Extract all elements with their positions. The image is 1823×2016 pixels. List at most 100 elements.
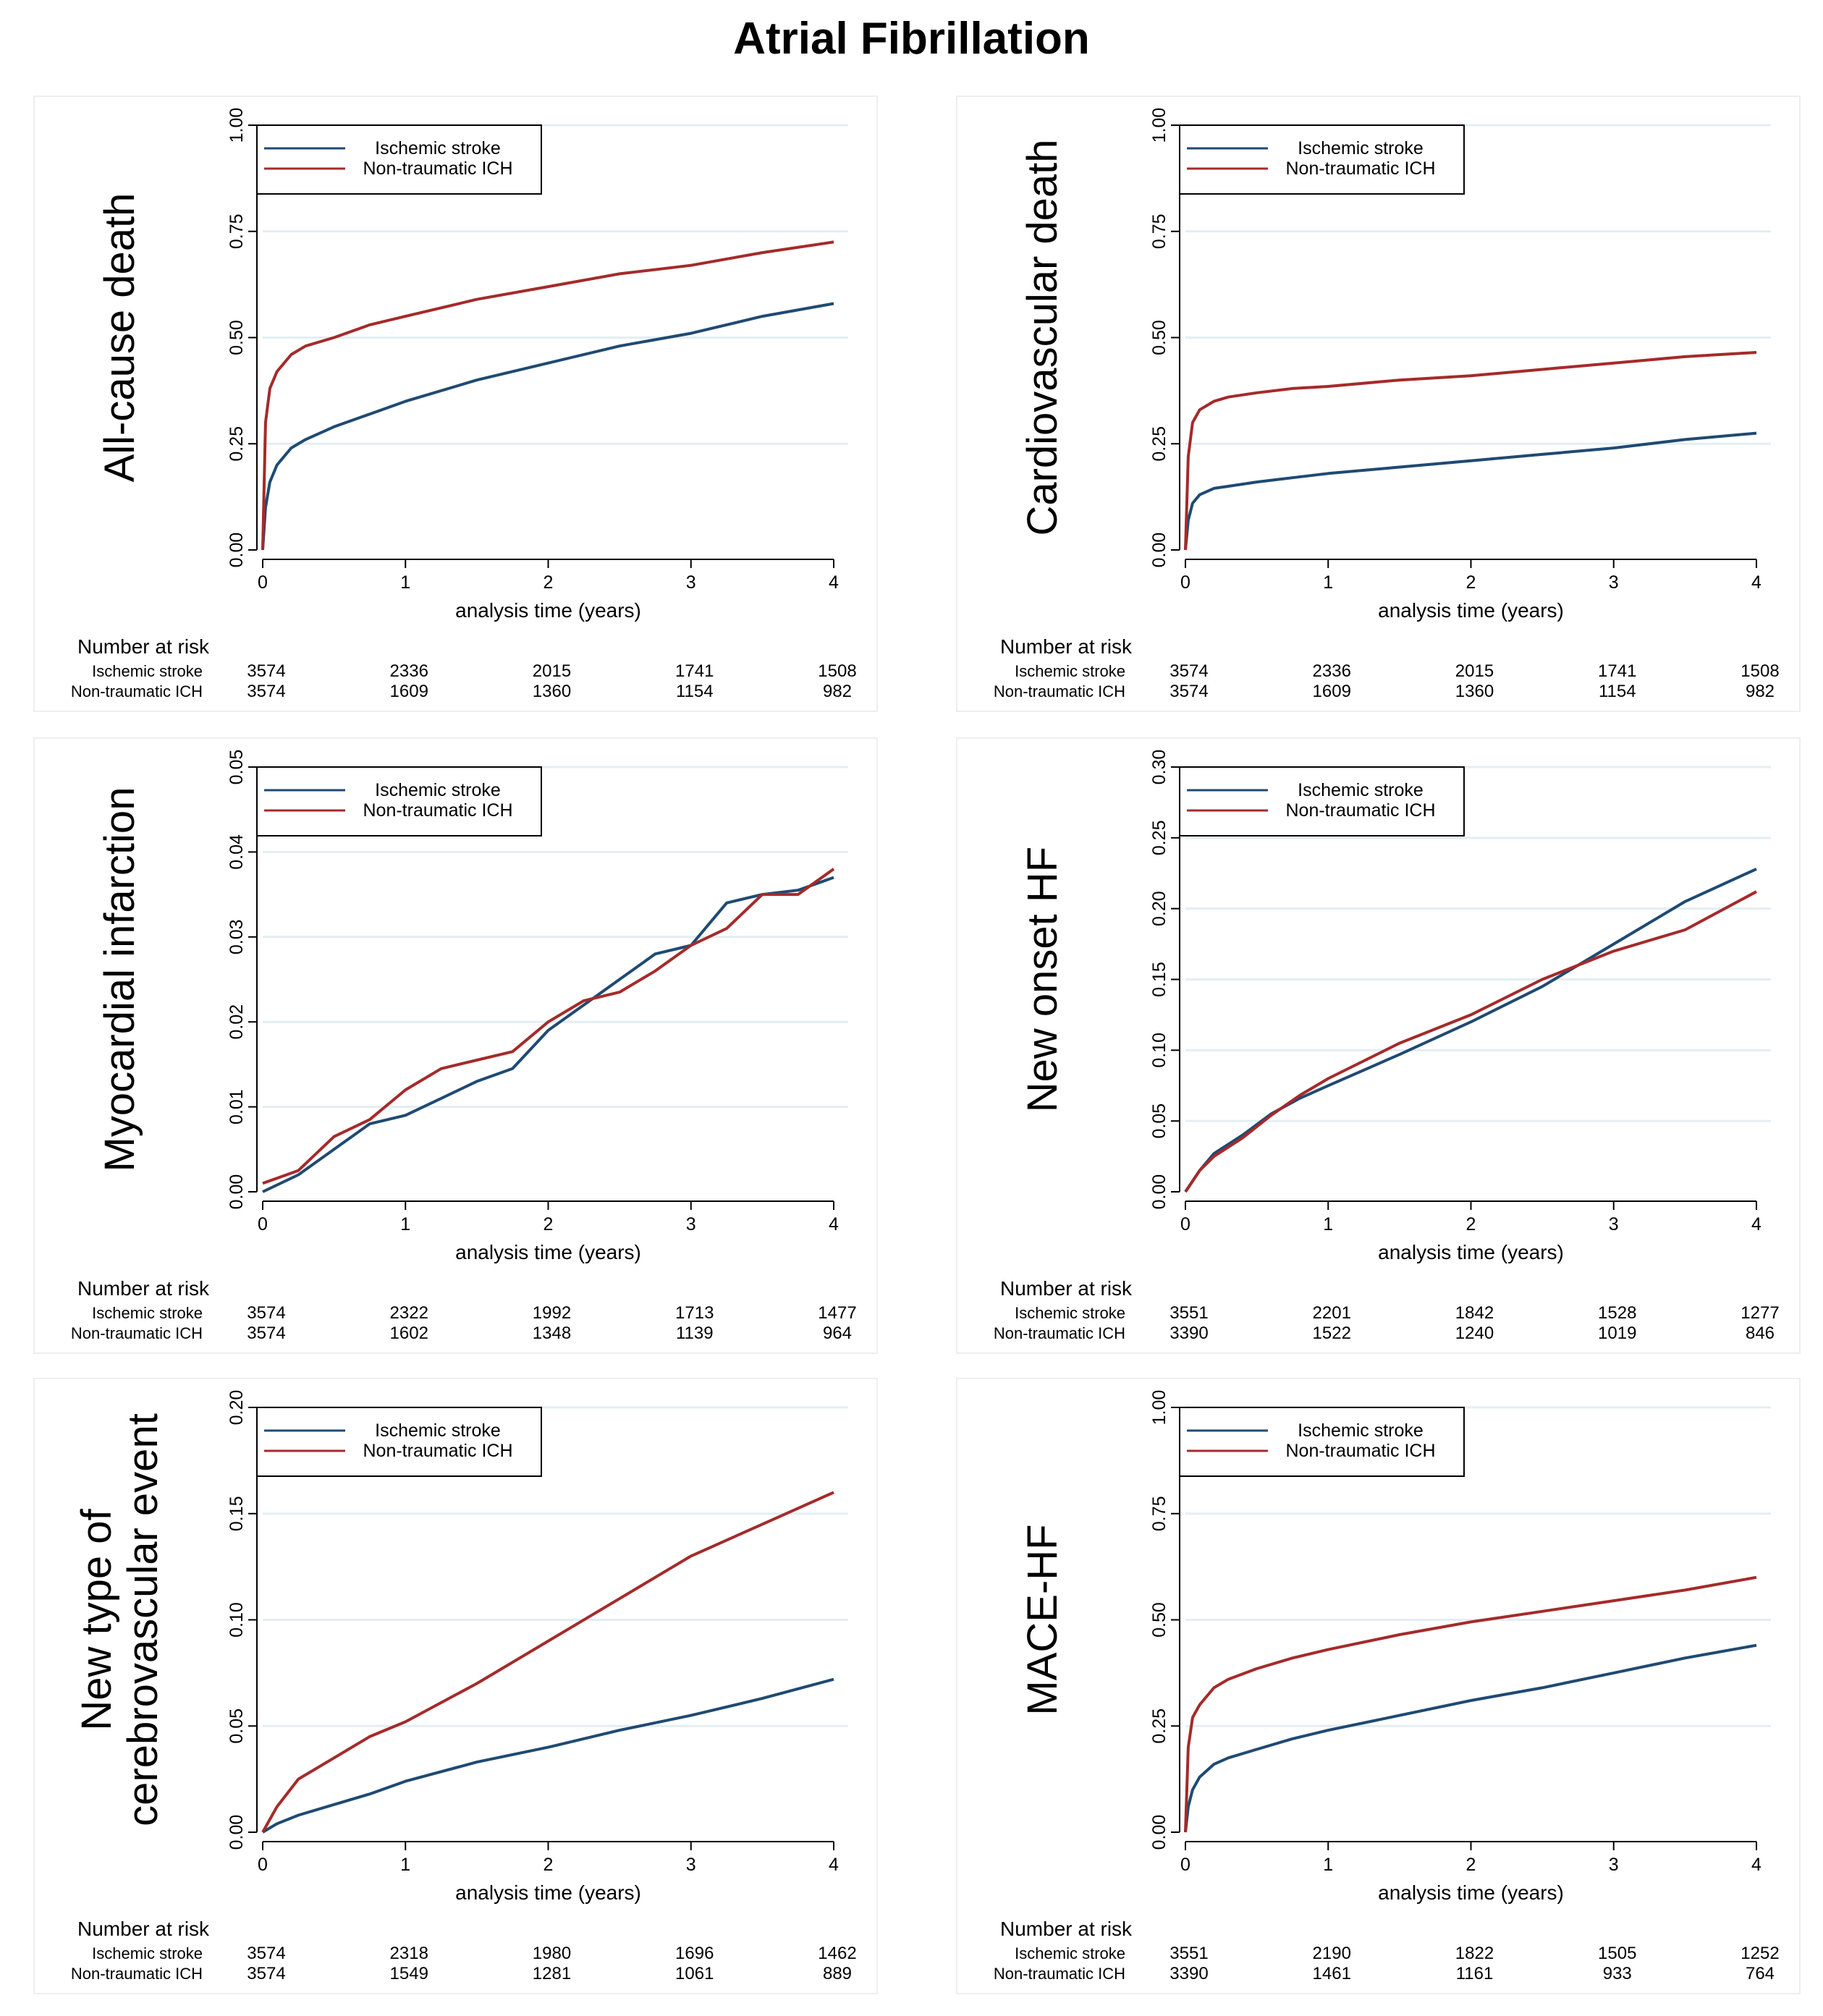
- risk-count: 1528: [1598, 1303, 1636, 1323]
- y-tick-label: 0.04: [227, 834, 247, 870]
- y-tick-label: 1.00: [1149, 108, 1169, 143]
- risk-table-header: Number at risk: [1000, 1277, 1133, 1300]
- risk-count: 1461: [1313, 1964, 1351, 1983]
- risk-count: 2322: [390, 1303, 428, 1323]
- legend-label: Non-traumatic ICH: [363, 1441, 513, 1461]
- panel-frame: [33, 96, 878, 712]
- risk-row-label: Ischemic stroke: [92, 662, 203, 680]
- y-tick-label: 0.50: [227, 320, 247, 355]
- risk-table-header: Number at risk: [77, 1918, 210, 1940]
- y-tick-label: 0.50: [1149, 320, 1169, 355]
- legend-label: Non-traumatic ICH: [1286, 800, 1436, 821]
- series-ischemic-stroke: [261, 1677, 834, 1834]
- risk-count: 3574: [247, 1303, 285, 1323]
- risk-row-label: Non-traumatic ICH: [994, 682, 1125, 700]
- legend-box: [256, 766, 542, 837]
- y-tick-label: 1.00: [1149, 1390, 1169, 1426]
- panel-5: 0.00 0.05 0.10 0.15 0.20 0 1 2 3 4 analysis time (…: [33, 1378, 878, 1994]
- y-axis-title-line: New onset HF: [1019, 847, 1066, 1112]
- legend-box: [256, 124, 542, 195]
- x-tick-label: 3: [686, 1214, 696, 1234]
- series-non-traumatic-ich: [1184, 351, 1757, 551]
- x-axis-title: analysis time (years): [1378, 599, 1564, 622]
- risk-count: 2190: [1313, 1944, 1351, 1963]
- y-tick-label: 0.03: [227, 919, 247, 954]
- panel-frame: [956, 737, 1801, 1354]
- y-tick-label: 0.00: [227, 533, 247, 568]
- y-tick-label: 0.30: [1149, 750, 1169, 785]
- risk-row-label: Ischemic stroke: [92, 1304, 203, 1322]
- y-tick-label: 0.00: [1149, 1174, 1169, 1210]
- legend-label: Ischemic stroke: [375, 138, 501, 158]
- risk-count: 3390: [1169, 1323, 1208, 1343]
- risk-count: 1822: [1455, 1944, 1494, 1963]
- risk-count: 1061: [675, 1964, 714, 1983]
- risk-count: 3574: [247, 661, 285, 681]
- x-tick-label: 0: [258, 572, 268, 593]
- series-ischemic-stroke: [1184, 868, 1757, 1193]
- legend-label: Ischemic stroke: [1298, 138, 1424, 158]
- y-axis-title: Cardiovascular death: [1019, 139, 1066, 535]
- y-tick-label: 0.15: [1149, 962, 1169, 997]
- legend-label: Non-traumatic ICH: [1286, 1441, 1436, 1461]
- y-tick-label: 0.75: [1149, 1496, 1169, 1531]
- risk-count: 1161: [1456, 1964, 1494, 1983]
- legend-box: [256, 1407, 542, 1477]
- risk-count: 1992: [533, 1303, 571, 1323]
- series-non-traumatic-ich: [261, 240, 834, 551]
- legend-box: [1179, 1407, 1465, 1477]
- legend-label: Ischemic stroke: [375, 1420, 501, 1441]
- y-tick-label: 0.25: [1149, 426, 1169, 462]
- y-tick-label: 0.00: [1149, 533, 1169, 568]
- risk-count: 964: [823, 1323, 852, 1343]
- x-tick-label: 4: [829, 1214, 839, 1234]
- y-axis-title-line: All-cause death: [96, 193, 143, 483]
- risk-count: 3551: [1169, 1303, 1208, 1323]
- x-tick-label: 3: [1609, 1214, 1619, 1234]
- x-tick-label: 2: [1466, 572, 1476, 593]
- risk-table-header: Number at risk: [77, 1277, 210, 1300]
- risk-row-label: Non-traumatic ICH: [994, 1324, 1125, 1342]
- y-tick-label: 1.00: [227, 108, 247, 143]
- x-axis-title: analysis time (years): [455, 1241, 641, 1263]
- y-axis-title-line: Myocardial infarction: [96, 787, 143, 1172]
- y-tick-label: 0.25: [1149, 1708, 1169, 1744]
- series-non-traumatic-ich: [1184, 890, 1757, 1193]
- x-tick-label: 2: [1466, 1214, 1476, 1234]
- risk-row-label: Ischemic stroke: [1015, 1304, 1125, 1322]
- y-tick-label: 0.05: [1149, 1104, 1169, 1139]
- series-ischemic-stroke: [262, 876, 834, 1193]
- panel-2: 0.00 0.25 0.50 0.75 1.00 0 1 2 3 4 analysis time (…: [956, 96, 1801, 712]
- risk-count: 982: [823, 682, 852, 701]
- risk-count: 982: [1746, 682, 1775, 701]
- risk-count: 3390: [1169, 1964, 1208, 1983]
- y-axis-title-line: MACE-HF: [1019, 1524, 1066, 1715]
- x-tick-label: 0: [258, 1214, 268, 1234]
- risk-count: 1360: [533, 682, 571, 701]
- legend-label: Non-traumatic ICH: [363, 158, 513, 179]
- risk-count: 2015: [1455, 661, 1494, 681]
- y-tick-label: 0.75: [1149, 213, 1169, 249]
- y-tick-label: 0.01: [227, 1089, 247, 1125]
- risk-row-label: Non-traumatic ICH: [71, 1324, 203, 1342]
- risk-count: 1508: [1740, 661, 1779, 681]
- risk-table-header: Number at risk: [1000, 1918, 1133, 1940]
- risk-count: 764: [1746, 1964, 1775, 1983]
- risk-count: 1462: [818, 1944, 856, 1963]
- y-tick-label: 0.00: [227, 1174, 247, 1210]
- y-tick-label: 0.00: [227, 1815, 247, 1850]
- risk-count: 3574: [247, 1323, 285, 1343]
- x-tick-label: 4: [1751, 572, 1761, 593]
- x-tick-label: 1: [400, 1855, 410, 1875]
- x-axis-title: analysis time (years): [455, 1881, 641, 1904]
- y-axis-title-line: Cardiovascular death: [1019, 139, 1066, 535]
- series-ischemic-stroke: [1184, 1643, 1757, 1833]
- legend-label: Non-traumatic ICH: [363, 800, 513, 821]
- y-axis-title: New type ofcerebrovascular event: [73, 1413, 166, 1826]
- risk-count: 933: [1603, 1964, 1632, 1983]
- risk-count: 2336: [1313, 661, 1351, 681]
- y-axis-title: MACE-HF: [1019, 1524, 1066, 1715]
- x-tick-label: 0: [1180, 1855, 1190, 1875]
- risk-count: 3574: [247, 682, 285, 701]
